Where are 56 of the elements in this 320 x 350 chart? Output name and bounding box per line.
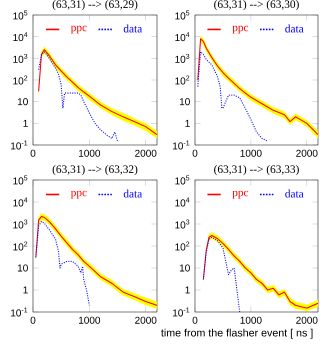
y-tick-label: 10$^{3}$ — [175, 54, 190, 63]
y-tick-label: 10$^{4}$ — [175, 198, 190, 206]
y-tick-label: 1 — [23, 120, 28, 127]
legend-label: data — [285, 190, 304, 198]
y-tick-label: 10$^{-1}$ — [173, 140, 190, 150]
x-tick-label: 1000 — [240, 150, 262, 157]
y-tick-label: 10$^{-1}$ — [11, 308, 28, 316]
legend-label: data — [124, 190, 142, 198]
legend-label: ppc — [232, 190, 248, 199]
legend-label: ppc — [70, 190, 87, 199]
chart-title: (63,31) --> (63,33) — [214, 165, 299, 176]
y-tick-label: 10 — [18, 264, 28, 272]
x-tick-label: 0 — [192, 150, 198, 157]
y-tick-label: 10 — [180, 98, 190, 106]
x-tick-label: 1000 — [78, 150, 100, 157]
legend-label: ppc — [70, 26, 87, 34]
y-tick-label: 1 — [23, 286, 28, 294]
y-tick-label: 10$^{3}$ — [175, 219, 190, 229]
y-tick-label: 10$^{2}$ — [175, 241, 190, 251]
chart-title: (63,31) --> (63,30) — [214, 0, 299, 10]
y-tick-label: 10$^{-1}$ — [11, 140, 28, 150]
y-tick-label: 10$^{3}$ — [13, 54, 28, 63]
chart-title: (63,31) --> (63,29) — [52, 0, 138, 10]
y-tick-label: 10$^{2}$ — [175, 75, 190, 85]
x-tick-label: 2000 — [135, 316, 156, 324]
x-tick-label: 2000 — [135, 150, 156, 157]
x-tick-label: 0 — [30, 316, 36, 324]
x-axis-title: time from the flasher event [ ns ] — [161, 328, 312, 339]
y-tick-label: 10$^{5}$ — [175, 176, 190, 184]
x-tick-label: 1000 — [240, 316, 262, 324]
y-tick-label: 1 — [185, 286, 190, 294]
y-tick-label: 10$^{4}$ — [175, 32, 190, 42]
legend-label: ppc — [232, 26, 248, 34]
x-tick-label: 1000 — [78, 316, 100, 324]
legend-label: data — [285, 24, 304, 32]
legend-label: data — [124, 24, 142, 32]
y-tick-label: 10 — [18, 98, 28, 106]
y-tick-label: 10$^{2}$ — [13, 75, 28, 85]
y-tick-label: 10$^{4}$ — [13, 32, 28, 42]
y-tick-label: 10$^{-1}$ — [173, 308, 190, 316]
x-tick-label: 0 — [30, 150, 36, 157]
y-tick-label: 10$^{5}$ — [13, 176, 28, 184]
line-series — [35, 220, 90, 306]
line-series — [197, 51, 268, 142]
y-tick-label: 10$^{5}$ — [13, 10, 28, 20]
y-tick-label: 1 — [185, 120, 190, 127]
y-tick-label: 10 — [180, 264, 190, 272]
y-tick-label: 10$^{5}$ — [175, 10, 190, 20]
x-tick-label: 2000 — [296, 150, 318, 157]
x-tick-label: 2000 — [296, 316, 318, 324]
y-tick-label: 10$^{4}$ — [13, 198, 28, 206]
x-tick-label: 0 — [192, 316, 198, 324]
chart-title: (63,31) --> (63,32) — [52, 165, 138, 176]
line-series — [202, 236, 240, 312]
y-tick-label: 10$^{3}$ — [13, 219, 28, 229]
y-tick-label: 10$^{2}$ — [13, 241, 28, 251]
